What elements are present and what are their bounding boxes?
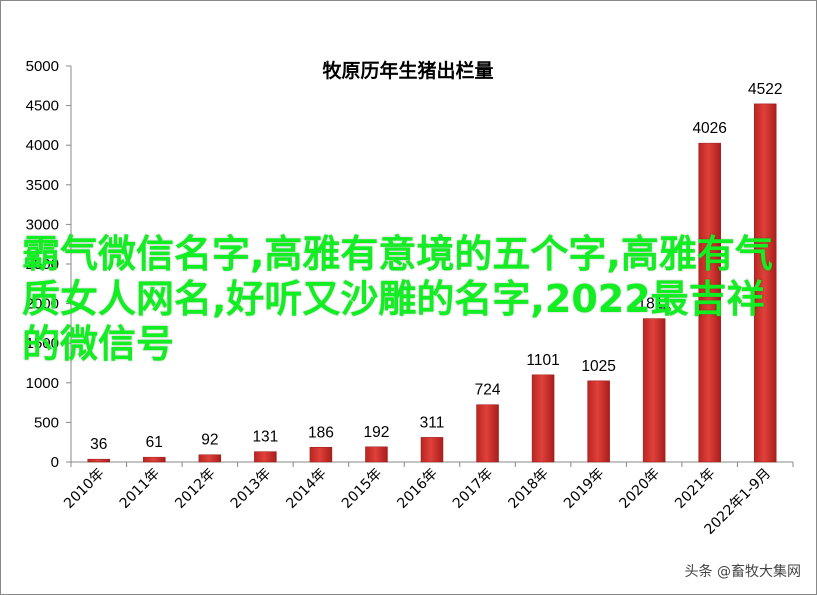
x-tick-label: 2010年 <box>61 466 107 512</box>
y-tick-label: 4000 <box>26 137 59 154</box>
data-label: 1811 <box>637 296 670 313</box>
data-label: 186 <box>308 424 334 441</box>
bars <box>87 103 777 463</box>
data-label: 92 <box>201 432 218 449</box>
x-tick-label: 2020年 <box>617 466 663 512</box>
x-tick-label: 2011年 <box>117 466 163 512</box>
y-tick-label: 1000 <box>26 375 59 392</box>
data-labels: 36 61 92 131 186 192 311 724 1101 1025 1811 4026 452… <box>90 81 782 453</box>
data-label: 36 <box>90 436 107 453</box>
bar-2012年 <box>198 454 222 463</box>
y-tick-label: 0 <box>51 454 59 471</box>
bar-2018年 <box>531 374 555 463</box>
data-label: 192 <box>364 424 390 441</box>
y-tick-label: 500 <box>34 414 59 431</box>
data-label: 131 <box>252 429 278 446</box>
x-tick-label: 2017年 <box>450 466 496 512</box>
data-label: 4026 <box>692 120 726 137</box>
x-axis-ticks: 2010年 2011年 2012年 2013年 2014年 2015年 2016年 2017年… <box>61 466 774 538</box>
y-tick-label: 2500 <box>26 256 59 273</box>
bar-2015年 <box>365 446 388 463</box>
bar-2014年 <box>309 447 333 463</box>
x-tick-label: 2014年 <box>283 466 329 512</box>
y-tick-label: 5000 <box>26 58 59 75</box>
bar-2013年 <box>254 451 277 463</box>
x-tick-label: 2013年 <box>228 466 274 512</box>
y-axis-ticks: 0 500 1000 1500 2000 2500 3000 3500 4000 4500 5000 <box>26 58 71 471</box>
y-tick-label: 2000 <box>26 296 59 313</box>
bar-2022年1-9月 <box>753 103 777 463</box>
data-label: 4522 <box>748 81 782 98</box>
x-tick-label: 2016年 <box>394 466 440 512</box>
x-tick-label: 2015年 <box>339 466 385 512</box>
bar-2020年 <box>642 318 666 463</box>
bar-2010年 <box>87 458 111 463</box>
overlay-headline: 霸气微信名字,高雅有意境的五个字,高雅有气质女人网名,好听又沙雕的名字,2022… <box>22 232 773 366</box>
y-tick-label: 3500 <box>26 177 59 194</box>
bar-2016年 <box>420 437 444 463</box>
bar-2017年 <box>476 404 499 463</box>
x-tick-label: 2021年 <box>672 466 718 512</box>
watermark: 头条 @畜牧大集网 <box>684 564 801 580</box>
x-tick-label: 2012年 <box>172 466 218 512</box>
data-label: 311 <box>420 414 445 431</box>
x-tick-label: 2018年 <box>505 466 551 512</box>
chart-title: 牧原历年生猪出栏量 <box>322 59 493 82</box>
bar-2021年 <box>698 142 721 463</box>
x-tick-label: 2019年 <box>561 466 607 512</box>
data-label: 1101 <box>526 352 559 369</box>
data-label: 1025 <box>581 358 615 375</box>
bar-2019年 <box>587 380 610 463</box>
bar-2011年 <box>143 456 166 463</box>
y-tick-label: 1500 <box>26 335 59 352</box>
y-tick-label: 4500 <box>26 98 59 115</box>
y-tick-label: 3000 <box>26 216 59 233</box>
data-label: 61 <box>146 434 163 451</box>
data-label: 724 <box>475 382 501 399</box>
